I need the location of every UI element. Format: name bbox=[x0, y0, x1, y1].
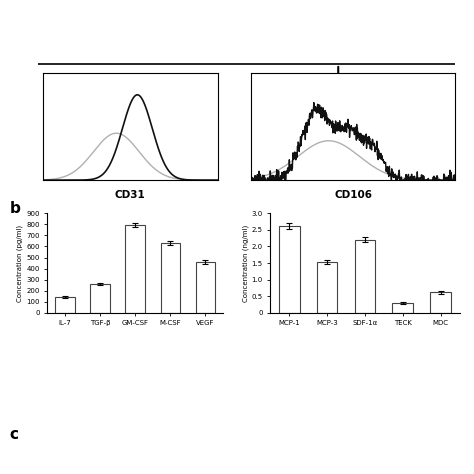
Text: CD106: CD106 bbox=[334, 190, 372, 200]
Bar bbox=[161, 243, 180, 313]
Bar bbox=[317, 263, 337, 313]
Bar bbox=[355, 240, 375, 313]
Bar bbox=[430, 292, 451, 313]
Bar bbox=[392, 303, 413, 313]
Text: c: c bbox=[9, 427, 18, 442]
Bar bbox=[91, 284, 109, 313]
Bar bbox=[126, 225, 145, 313]
Y-axis label: Concentration (ng/ml): Concentration (ng/ml) bbox=[242, 225, 248, 301]
Bar bbox=[196, 262, 215, 313]
Bar bbox=[279, 226, 300, 313]
Text: CD31: CD31 bbox=[115, 190, 146, 200]
Bar bbox=[55, 297, 74, 313]
Text: b: b bbox=[9, 201, 20, 217]
Y-axis label: Concentration (pg/ml): Concentration (pg/ml) bbox=[17, 225, 24, 301]
